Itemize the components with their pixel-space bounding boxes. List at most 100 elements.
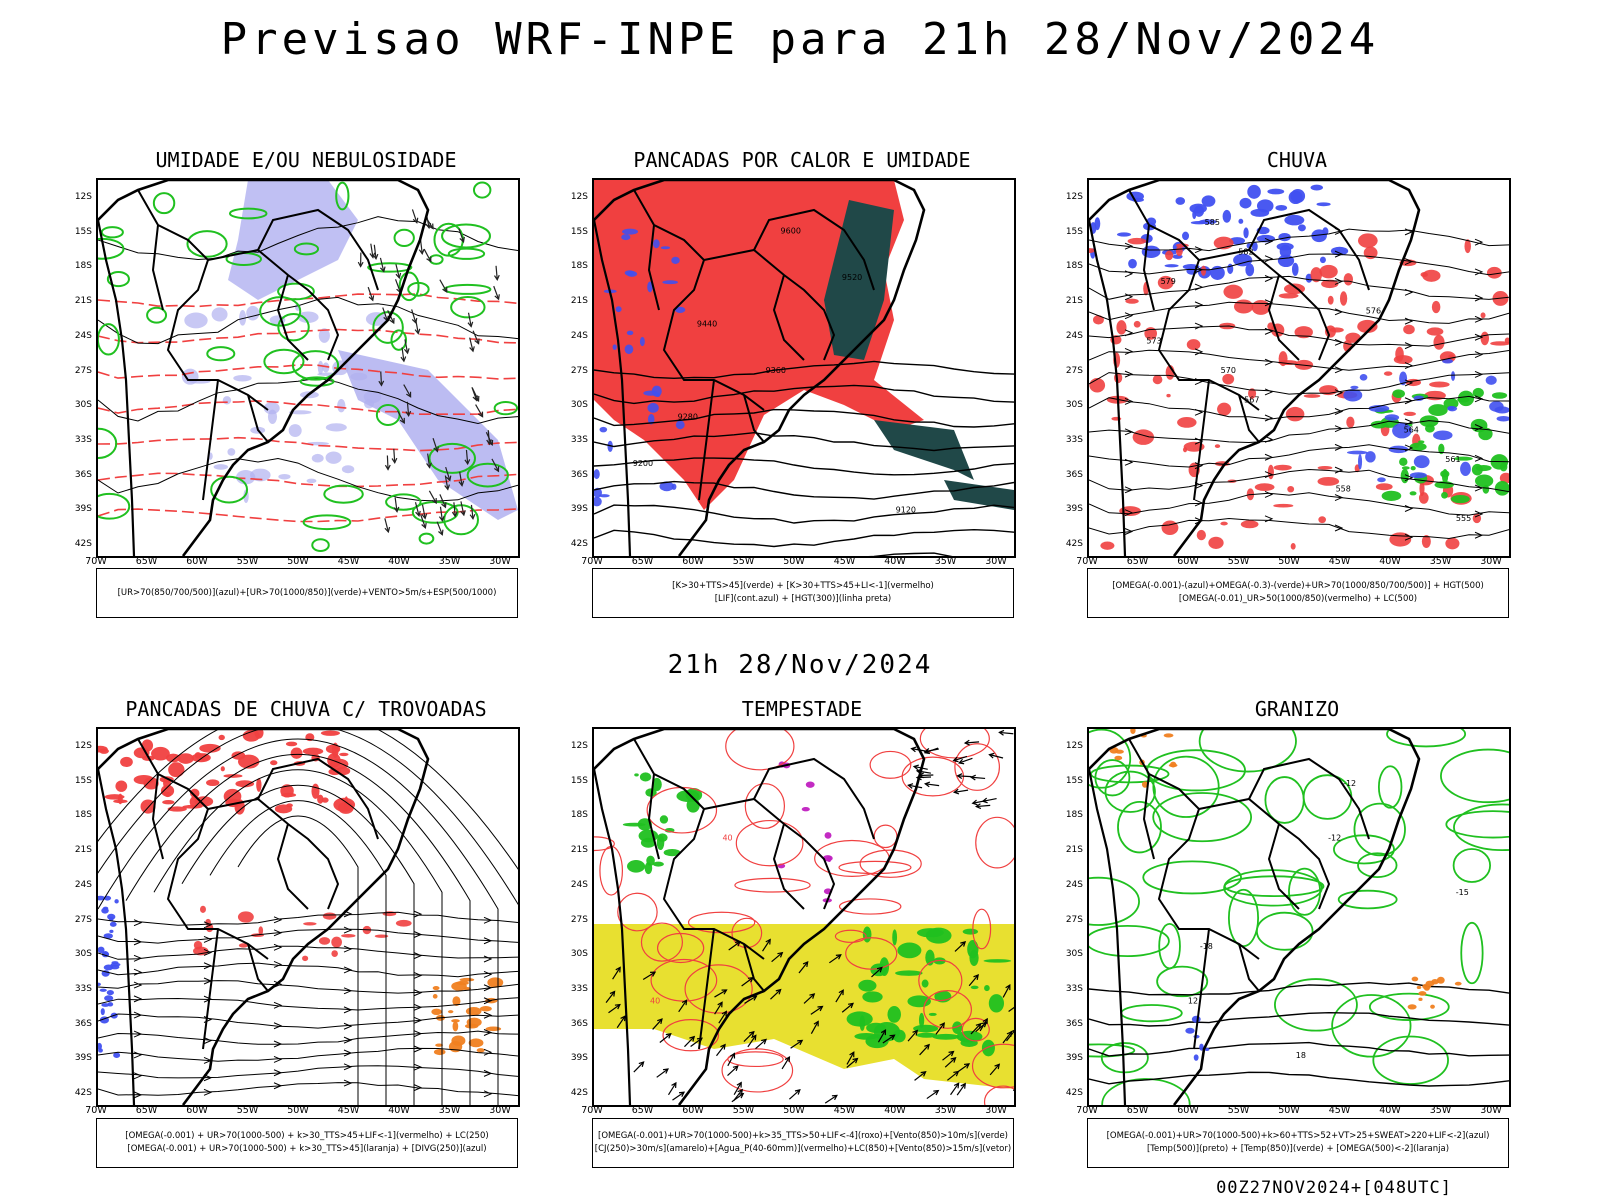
streamline-arrow [1264,358,1274,366]
streamline-250 [98,738,499,1105]
wind-vector-head [395,272,402,280]
hail-blue-area [1191,1015,1201,1023]
thunderstorm-area [182,804,203,809]
temperature-500-contour [1089,981,1509,996]
humidity-upper-region [228,180,358,300]
omega-green-area [1401,466,1410,470]
low-level-humidity-contour [418,532,435,545]
lifted-index-contour [662,280,679,285]
thickness-contour [98,436,518,452]
divergence-area [106,989,114,996]
omega-rain-area [1182,447,1188,453]
geopotential-500-streamline [1089,301,1509,324]
country-border [772,274,805,361]
streamline-arrow [1474,454,1484,462]
streamline-arrow [483,1069,493,1077]
lat-tick-label: 21S [570,296,588,307]
wind-vector-head [406,391,412,398]
wind-vector-850 [916,770,931,774]
country-border [247,943,269,992]
lat-tick-label: 27S [1065,365,1083,376]
lifted-index-contour [594,469,600,480]
lon-tick-label: 65W [135,1105,158,1116]
wind-vector-head [477,411,484,418]
lon-tick-label: 65W [135,556,158,567]
omega-rain-area [1472,513,1482,524]
country-border [743,943,765,992]
divergence-area [109,921,117,927]
wind-850-area [637,818,652,831]
country-border [743,394,765,443]
wind-vector-head [442,286,448,293]
precipitable-water-contour [599,845,624,896]
lon-tick-label: 30W [489,1105,511,1116]
storm-orange-area [465,1007,482,1016]
wind-850-area [866,1022,886,1033]
divergence-area [98,1042,102,1050]
wind-vector-850-head [720,1043,726,1050]
storm-orange-area [468,1038,484,1048]
panel-legend: [OMEGA(-0.001)-(azul)+OMEGA(-0.3)-(verde… [1087,568,1509,618]
wind-vector [467,312,472,327]
contour-label: 12 [1188,997,1198,1006]
low-level-humidity-contour [447,247,486,260]
wind-vector [472,330,480,344]
low-level-humidity-contour [302,514,352,531]
lon-tick-label: 35W [438,556,461,567]
low-level-humidity-contour [472,181,492,199]
lat-tick-label: 21S [74,845,92,856]
coastline [1089,180,1421,556]
temperature-850-contour [1089,876,1140,926]
west-coastline [1089,768,1127,1105]
omega-green-area [1438,443,1445,455]
omega-green-area [1474,474,1494,488]
wind-vector-head [493,466,500,473]
wind-vector-850 [743,1031,755,1042]
streamline-arrow [1194,283,1204,291]
thunderstorm-area [238,943,249,948]
divergence-area [114,899,119,904]
contour-label: 564 [1404,425,1419,434]
geopotential-300-contour [594,431,1014,452]
temperature-850-contour [1453,803,1509,852]
low-level-humidity-contour [466,462,509,488]
wind-vector-head [391,457,398,464]
country-border [257,757,379,840]
temperature-850-contour [1274,978,1358,1032]
wind-vector-head [438,515,445,522]
contour-label: 582 [1238,247,1253,256]
severe-convection-area [801,806,810,812]
map-panel [96,727,520,1107]
thickness-contour [98,508,518,523]
wind-850-area [984,985,990,992]
thunderstorm-area [223,774,243,778]
low-level-humidity-contour [100,226,124,239]
streamline-arrow [1334,466,1344,474]
map-canvas: 585 582 579 576 573 570 567 564 561 558 555 [1089,180,1509,556]
omega-blue-area [1233,253,1253,267]
wind-vector-850 [714,989,727,998]
precipitable-water-contour [594,836,615,852]
humidity-blob [222,396,232,405]
lon-tick-label: 60W [682,556,704,567]
hail-blue-area [1185,1027,1195,1034]
wind-vector-850 [1002,984,1011,998]
wind-vector-850-head [975,803,982,810]
pressure-contour [98,457,518,502]
wind-vector [411,209,418,223]
streamline-arrow [1334,494,1344,502]
omega-rain-area [1200,265,1207,276]
wind-vector-head [384,526,391,534]
lat-tick-label: 24S [570,879,588,890]
wind-vector [459,471,463,486]
streamline-arrow [133,1051,143,1059]
temperature-500-contour [1089,1011,1509,1027]
streamline-arrow [343,926,353,934]
lon-tick-label: 30W [985,1105,1007,1116]
lon-tick-label: 60W [186,1105,208,1116]
streamline-arrow [483,1011,493,1019]
omega-rain-area [1499,472,1509,484]
streamline-arrow [273,1022,283,1030]
storm-orange-area [452,1021,459,1032]
wind-vector [491,458,500,472]
